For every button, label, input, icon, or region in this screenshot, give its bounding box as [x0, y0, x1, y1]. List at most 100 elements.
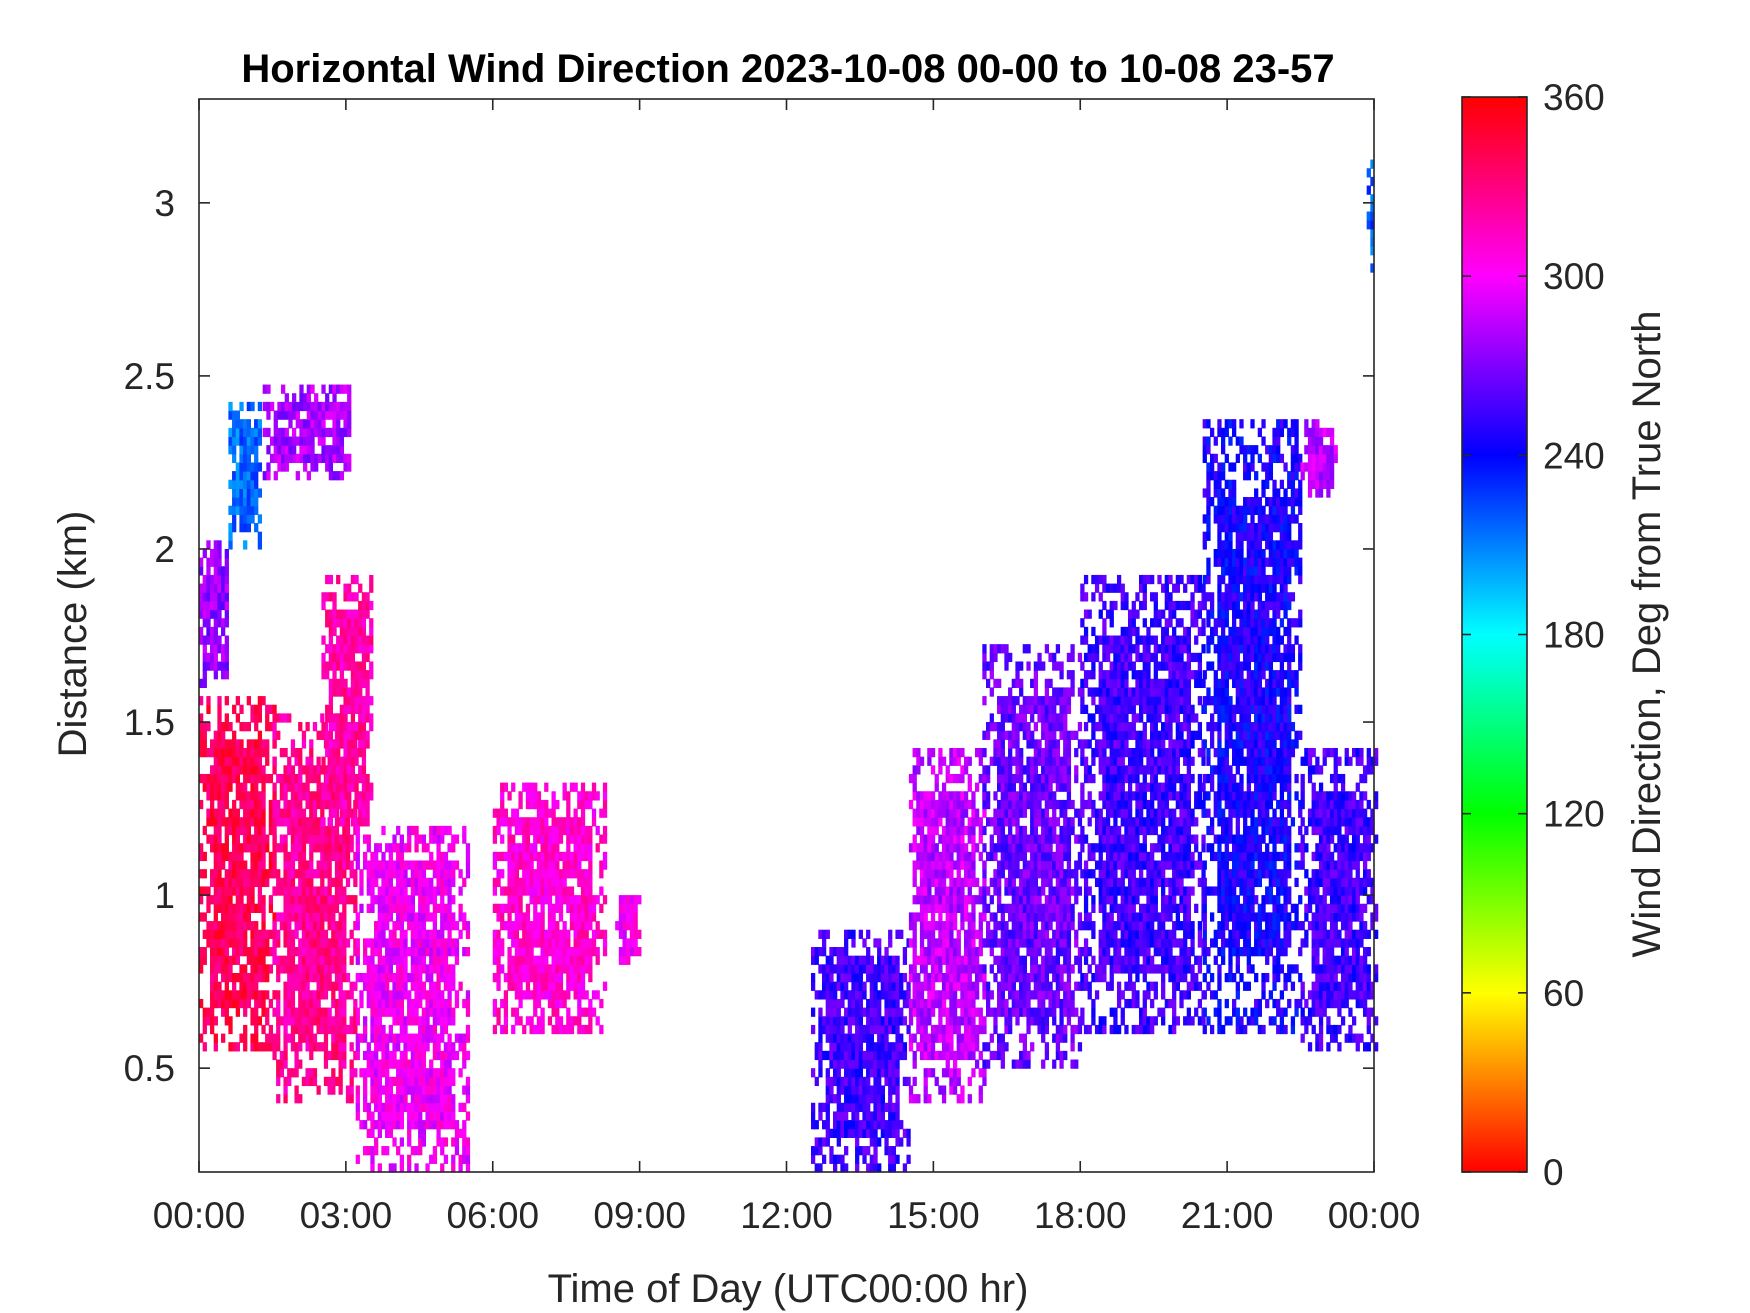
heatmap-cell	[529, 955, 534, 965]
heatmap-cell	[566, 929, 571, 939]
heatmap-cell	[436, 1137, 441, 1147]
heatmap-cell	[257, 696, 263, 706]
heatmap-cell	[941, 825, 947, 836]
heatmap-cell	[818, 990, 823, 1000]
heatmap-cell	[342, 1059, 347, 1069]
heatmap-cell	[213, 955, 218, 965]
heatmap-cell	[287, 955, 292, 965]
heatmap-cell	[385, 1050, 390, 1061]
heatmap-cell	[1004, 661, 1009, 671]
heatmap-cell	[414, 1163, 419, 1173]
heatmap-cell	[945, 817, 950, 827]
heatmap-cell	[320, 929, 325, 939]
heatmap-cell	[919, 834, 925, 844]
heatmap-cell	[224, 955, 229, 965]
heatmap-cell	[425, 1163, 430, 1173]
heatmap-cell	[328, 652, 334, 663]
heatmap-cell	[392, 1007, 397, 1017]
heatmap-cell	[945, 990, 950, 1000]
heatmap-cell	[1004, 860, 1009, 870]
heatmap-cell	[533, 817, 538, 827]
heatmap-cell	[814, 1146, 819, 1156]
heatmap-cell	[1015, 1059, 1020, 1069]
heatmap-cell	[374, 990, 379, 1000]
heatmap-cell	[974, 877, 980, 888]
heatmap-cell	[350, 696, 356, 706]
heatmap-cell	[355, 1007, 360, 1017]
heatmap-cell	[1000, 782, 1005, 792]
heatmap-cell	[895, 1094, 900, 1104]
heatmap-cell	[525, 912, 531, 922]
heatmap-cell	[232, 817, 237, 827]
heatmap-cell	[952, 886, 958, 896]
heatmap-cell	[290, 817, 296, 827]
heatmap-cell	[1022, 851, 1027, 862]
heatmap-cell	[210, 938, 215, 948]
heatmap-cell	[555, 972, 560, 983]
heatmap-cell	[206, 747, 211, 758]
heatmap-cell	[971, 843, 976, 853]
heatmap-cell	[941, 782, 947, 792]
heatmap-cell	[595, 929, 600, 939]
heatmap-cell	[1015, 678, 1020, 689]
heatmap-cell	[266, 427, 271, 438]
heatmap-cell	[347, 384, 352, 394]
heatmap-cell	[377, 1042, 382, 1052]
heatmap-cell	[443, 938, 449, 948]
heatmap-cell	[228, 747, 233, 758]
heatmap-cell	[492, 886, 498, 896]
heatmap-cell	[239, 488, 244, 498]
heatmap-cell	[210, 1024, 215, 1035]
heatmap-cell	[328, 609, 334, 619]
heatmap-cell	[338, 1068, 343, 1078]
heatmap-cell	[989, 722, 994, 732]
heatmap-cell	[637, 947, 642, 957]
heatmap-cell	[584, 903, 589, 913]
heatmap-cell	[566, 895, 571, 905]
heatmap-cell	[338, 877, 343, 888]
heatmap-cell	[277, 401, 282, 412]
heatmap-cell	[956, 964, 961, 974]
heatmap-cell	[399, 1102, 404, 1113]
heatmap-cell	[316, 886, 321, 896]
heatmap-cell	[436, 1007, 441, 1017]
heatmap-cell	[967, 1050, 972, 1061]
heatmap-cell	[261, 972, 266, 983]
heatmap-cell	[993, 756, 998, 766]
heatmap-cell	[374, 1068, 379, 1078]
heatmap-cell	[840, 1085, 845, 1095]
heatmap-cell	[309, 834, 314, 844]
heatmap-cell	[235, 756, 240, 766]
heatmap-cell	[217, 903, 222, 913]
heatmap-cell	[327, 791, 332, 801]
heatmap-cell	[320, 877, 325, 888]
heatmap-cell	[895, 981, 900, 991]
heatmap-cell	[963, 964, 969, 974]
heatmap-cell	[232, 756, 237, 766]
heatmap-cell	[821, 1102, 827, 1113]
heatmap-cell	[956, 843, 961, 853]
heatmap-cell	[997, 825, 1002, 836]
heatmap-cell	[343, 453, 348, 464]
heatmap-cell	[246, 419, 251, 429]
heatmap-cell	[217, 713, 222, 723]
heatmap-cell	[221, 566, 226, 576]
heatmap-cell	[312, 1016, 318, 1026]
heatmap-cell	[281, 384, 286, 394]
heatmap-cell	[500, 903, 505, 913]
heatmap-cell	[328, 445, 334, 455]
heatmap-cell	[328, 808, 334, 818]
heatmap-cell	[332, 739, 337, 749]
heatmap-cell	[305, 964, 310, 974]
heatmap-cell	[334, 869, 340, 879]
heatmap-cell	[525, 903, 531, 913]
heatmap-cell	[891, 1146, 897, 1156]
heatmap-cell	[573, 808, 578, 818]
heatmap-cell	[982, 903, 987, 913]
heatmap-cell	[325, 704, 330, 714]
heatmap-cell	[1011, 998, 1016, 1009]
heatmap-cell	[1008, 1024, 1013, 1035]
heatmap-cell	[873, 938, 878, 948]
heatmap-cell	[385, 972, 390, 983]
heatmap-cell	[421, 1094, 427, 1104]
